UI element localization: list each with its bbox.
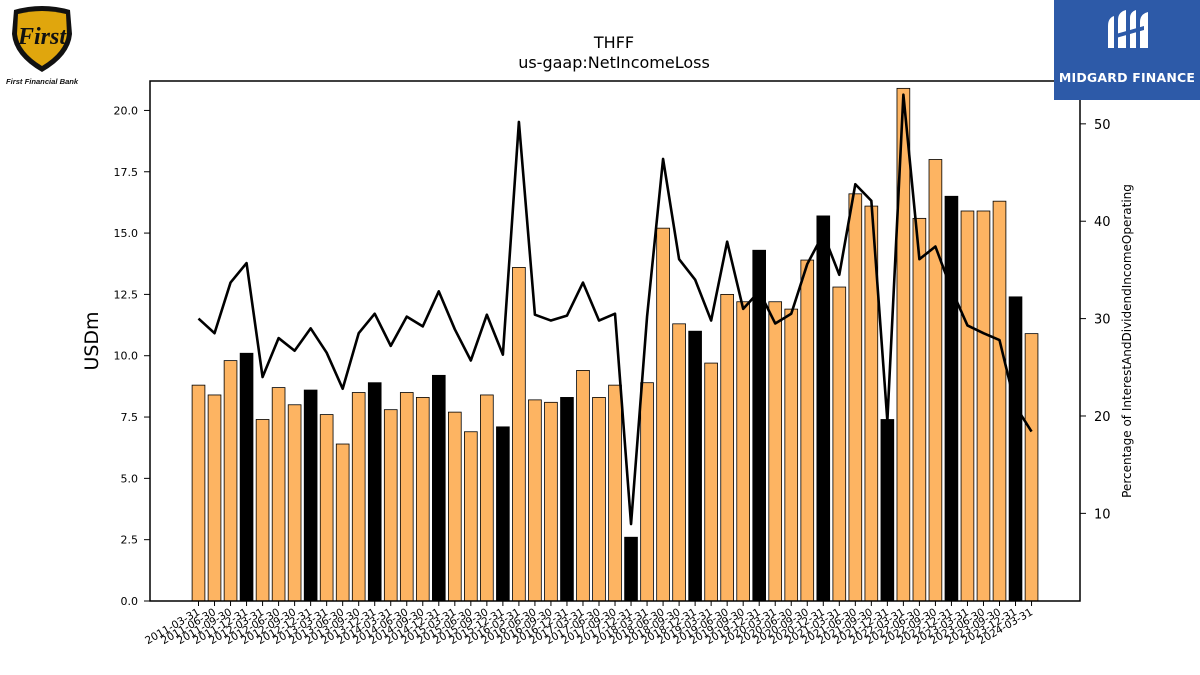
y-tick-label: 7.5	[121, 411, 139, 424]
y2-tick-label: 10	[1094, 507, 1111, 522]
bar	[335, 443, 350, 602]
shield-icon: First	[12, 6, 72, 72]
bar	[544, 401, 558, 602]
bar	[351, 392, 366, 602]
bar	[960, 210, 975, 602]
line-series	[197, 93, 1033, 526]
bar	[592, 397, 606, 602]
first-financial-bank-logo: First First Financial Bank	[4, 4, 88, 86]
bar	[768, 301, 783, 602]
bar	[880, 419, 895, 602]
bar	[800, 259, 815, 602]
y-tick-label: 20.0	[114, 104, 139, 117]
y-axis-label: USDm	[81, 311, 103, 370]
bar	[512, 267, 526, 602]
bar	[399, 392, 414, 602]
y-tick-label: 17.5	[114, 166, 139, 179]
bar	[736, 301, 750, 602]
bar	[992, 200, 1007, 602]
y-axis-left-ticks: 0.0 2.5 5.0 7.5 10.0 12.5 15.0 17.5 20.0	[114, 104, 150, 608]
y2-tick-label: 30	[1094, 313, 1111, 328]
bar	[832, 286, 847, 602]
chart-subtitle: us-gaap:NetIncomeLoss	[518, 53, 710, 72]
bar	[784, 308, 799, 602]
bar	[223, 360, 238, 602]
bar	[656, 227, 670, 602]
y-axis-right-ticks: 10 20 30 40 50	[1080, 118, 1111, 522]
y2-axis-label: Percentage of InterestAndDividendIncomeO…	[1120, 184, 1134, 498]
bar	[624, 536, 638, 602]
bar	[688, 330, 702, 602]
bar	[816, 215, 831, 602]
bar	[640, 382, 654, 602]
x-axis-ticks: 2011-03-312011-06-302011-09-302011-12-31…	[143, 601, 1035, 647]
bar	[560, 397, 574, 602]
svg-text:First: First	[17, 24, 67, 50]
logo-right-text: MIDGARD FINANCE	[1058, 70, 1196, 85]
bar	[496, 426, 510, 602]
bar	[528, 399, 542, 602]
bar	[303, 389, 318, 602]
bar	[976, 210, 991, 602]
y2-tick-label: 40	[1094, 215, 1111, 230]
bar	[720, 293, 734, 602]
bar	[255, 419, 270, 602]
line-series-path	[197, 93, 1033, 526]
bar	[848, 193, 863, 602]
bar	[415, 397, 430, 602]
y-tick-label: 5.0	[121, 472, 139, 485]
logo-left-text: First Financial Bank	[6, 77, 79, 86]
y-tick-label: 12.5	[114, 288, 139, 301]
bar	[464, 431, 478, 602]
y-tick-label: 2.5	[121, 534, 139, 547]
bar	[912, 217, 927, 602]
bar	[576, 370, 590, 602]
bar	[672, 323, 686, 602]
bar	[287, 404, 302, 602]
bar	[928, 159, 943, 602]
bar	[191, 384, 206, 602]
y-tick-label: 0.0	[121, 595, 139, 608]
bar	[319, 414, 334, 602]
bar	[367, 382, 382, 602]
y-tick-label: 15.0	[114, 227, 139, 240]
bar	[1024, 333, 1039, 602]
chart-title: THFF	[593, 33, 634, 52]
bar	[1008, 296, 1023, 602]
bar	[704, 362, 718, 602]
bar	[448, 411, 462, 602]
bar	[431, 374, 446, 602]
plot-frame	[149, 80, 1081, 602]
bar	[383, 409, 398, 602]
midgard-finance-logo: MIDGARD FINANCE	[1054, 0, 1200, 100]
midgard-mark-icon	[1108, 10, 1148, 48]
bar	[207, 394, 222, 602]
bar	[480, 394, 494, 602]
y2-tick-label: 50	[1094, 118, 1111, 133]
bar	[944, 195, 959, 602]
y2-tick-label: 20	[1094, 410, 1111, 425]
y-tick-label: 10.0	[114, 350, 139, 363]
bar	[608, 384, 622, 602]
bar	[271, 387, 286, 602]
bar	[239, 352, 254, 602]
